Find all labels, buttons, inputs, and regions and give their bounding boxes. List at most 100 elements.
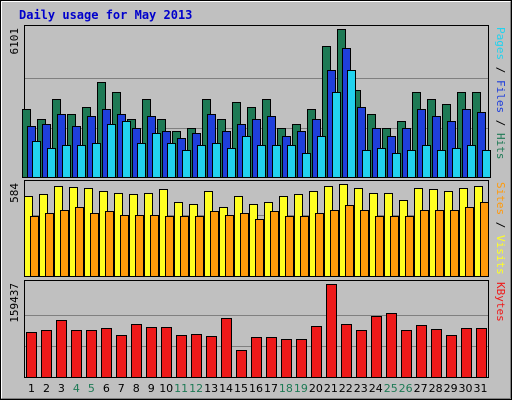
bar-sites-day-3 [60, 210, 69, 277]
bar-kbytes-day-30 [461, 328, 472, 378]
bar-sites-day-10 [165, 216, 174, 277]
bar-kbytes-day-22 [341, 324, 352, 378]
x-tick-day-7: 7 [118, 382, 125, 395]
bar-pages-day-25 [392, 153, 401, 178]
x-tick-day-30: 30 [459, 382, 473, 395]
bar-pages-day-22 [347, 70, 356, 178]
bar-pages-day-28 [437, 150, 446, 178]
bar-sites-day-16 [255, 219, 264, 277]
x-tick-day-11: 11 [174, 382, 188, 395]
bar-sites-day-6 [105, 211, 114, 277]
series-visits [24, 184, 483, 277]
x-tick-day-24: 24 [369, 382, 383, 395]
x-tick-day-17: 17 [264, 382, 278, 395]
bar-pages-day-8 [137, 143, 146, 178]
panel-middle-max-label: 584 [8, 183, 21, 203]
series-pages [32, 70, 491, 178]
bar-sites-day-21 [330, 210, 339, 277]
legend-files: Files [494, 80, 507, 113]
bar-kbytes-day-13 [206, 336, 217, 378]
panel-top-legend: Pages / Files / Hits [494, 27, 507, 160]
legend-hits: Hits [494, 133, 507, 160]
bar-sites-day-20 [315, 213, 324, 277]
bar-kbytes-day-27 [416, 325, 427, 378]
x-tick-day-31: 31 [474, 382, 488, 395]
bar-pages-day-30 [467, 145, 476, 178]
legend-separator: / [494, 113, 507, 133]
bar-kbytes-day-18 [281, 339, 292, 378]
bar-pages-day-9 [152, 133, 161, 178]
x-tick-day-13: 13 [204, 382, 218, 395]
bar-sites-day-15 [240, 213, 249, 277]
bar-pages-day-21 [332, 92, 341, 178]
bar-sites-day-25 [390, 216, 399, 277]
bar-sites-day-9 [150, 215, 159, 277]
bar-pages-day-27 [422, 145, 431, 178]
x-tick-day-26: 26 [399, 382, 413, 395]
x-tick-day-18: 18 [279, 382, 293, 395]
x-tick-day-15: 15 [234, 382, 248, 395]
panel-bottom-max-label: 159437 [8, 283, 21, 323]
bar-kbytes-day-11 [176, 335, 187, 378]
x-tick-day-3: 3 [58, 382, 65, 395]
bar-sites-day-11 [180, 216, 189, 277]
panel-top: 6101 Pages / Files / Hits [8, 25, 507, 178]
x-tick-day-2: 2 [43, 382, 50, 395]
x-tick-day-23: 23 [354, 382, 368, 395]
x-tick-day-12: 12 [189, 382, 203, 395]
bar-files-day-27 [417, 109, 426, 178]
bar-pages-day-10 [167, 143, 176, 178]
bar-pages-day-5 [92, 143, 101, 178]
bar-pages-day-23 [362, 150, 371, 178]
x-tick-day-9: 9 [148, 382, 155, 395]
bar-kbytes-day-10 [161, 327, 172, 378]
bar-pages-day-17 [272, 145, 281, 178]
bar-kbytes-day-19 [296, 339, 307, 378]
bar-sites-day-1 [30, 216, 39, 277]
bar-pages-day-18 [287, 145, 296, 178]
bar-pages-day-14 [227, 148, 236, 178]
x-tick-day-19: 19 [294, 382, 308, 395]
legend-kbytes: KBytes [494, 282, 507, 322]
series-sites [30, 202, 489, 277]
bar-kbytes-day-21 [326, 284, 337, 378]
bar-kbytes-day-6 [101, 328, 112, 378]
bar-sites-day-4 [75, 207, 84, 277]
bar-sites-day-26 [405, 216, 414, 277]
x-tick-day-22: 22 [339, 382, 353, 395]
bar-kbytes-day-16 [251, 337, 262, 378]
bar-sites-day-13 [210, 211, 219, 277]
bar-kbytes-day-1 [26, 332, 37, 378]
bar-pages-day-12 [197, 145, 206, 178]
bar-pages-day-31 [482, 150, 491, 178]
legend-visits: Visits [494, 235, 507, 275]
bar-sites-day-27 [420, 210, 429, 277]
bar-sites-day-29 [450, 210, 459, 277]
bar-kbytes-day-31 [476, 328, 487, 378]
bar-pages-day-24 [377, 148, 386, 178]
legend-sites: Sites [494, 182, 507, 215]
bar-pages-day-15 [242, 136, 251, 178]
bar-kbytes-day-24 [371, 316, 382, 378]
bar-kbytes-day-26 [401, 330, 412, 378]
bar-pages-day-11 [182, 150, 191, 178]
bar-sites-day-18 [285, 216, 294, 277]
bar-files-day-30 [462, 109, 471, 178]
chart-panels: 6101 Pages / Files / Hits 584 Sites / Visit… [8, 25, 507, 378]
bar-pages-day-1 [32, 141, 41, 178]
x-tick-day-25: 25 [384, 382, 398, 395]
panel-top-max-label: 6101 [8, 28, 21, 55]
x-tick-day-5: 5 [88, 382, 95, 395]
bar-pages-day-6 [107, 124, 116, 178]
bar-kbytes-day-28 [431, 329, 442, 378]
bar-pages-day-19 [302, 153, 311, 178]
bar-kbytes-day-25 [386, 313, 397, 378]
legend-separator: / [494, 60, 507, 80]
chart-title: Daily usage for May 2013 [19, 8, 192, 22]
bar-sites-day-30 [465, 207, 474, 277]
bar-sites-day-12 [195, 216, 204, 277]
panel-middle-legend: Sites / Visits [494, 182, 507, 275]
bar-pages-day-26 [407, 150, 416, 178]
bar-sites-day-2 [45, 213, 54, 277]
